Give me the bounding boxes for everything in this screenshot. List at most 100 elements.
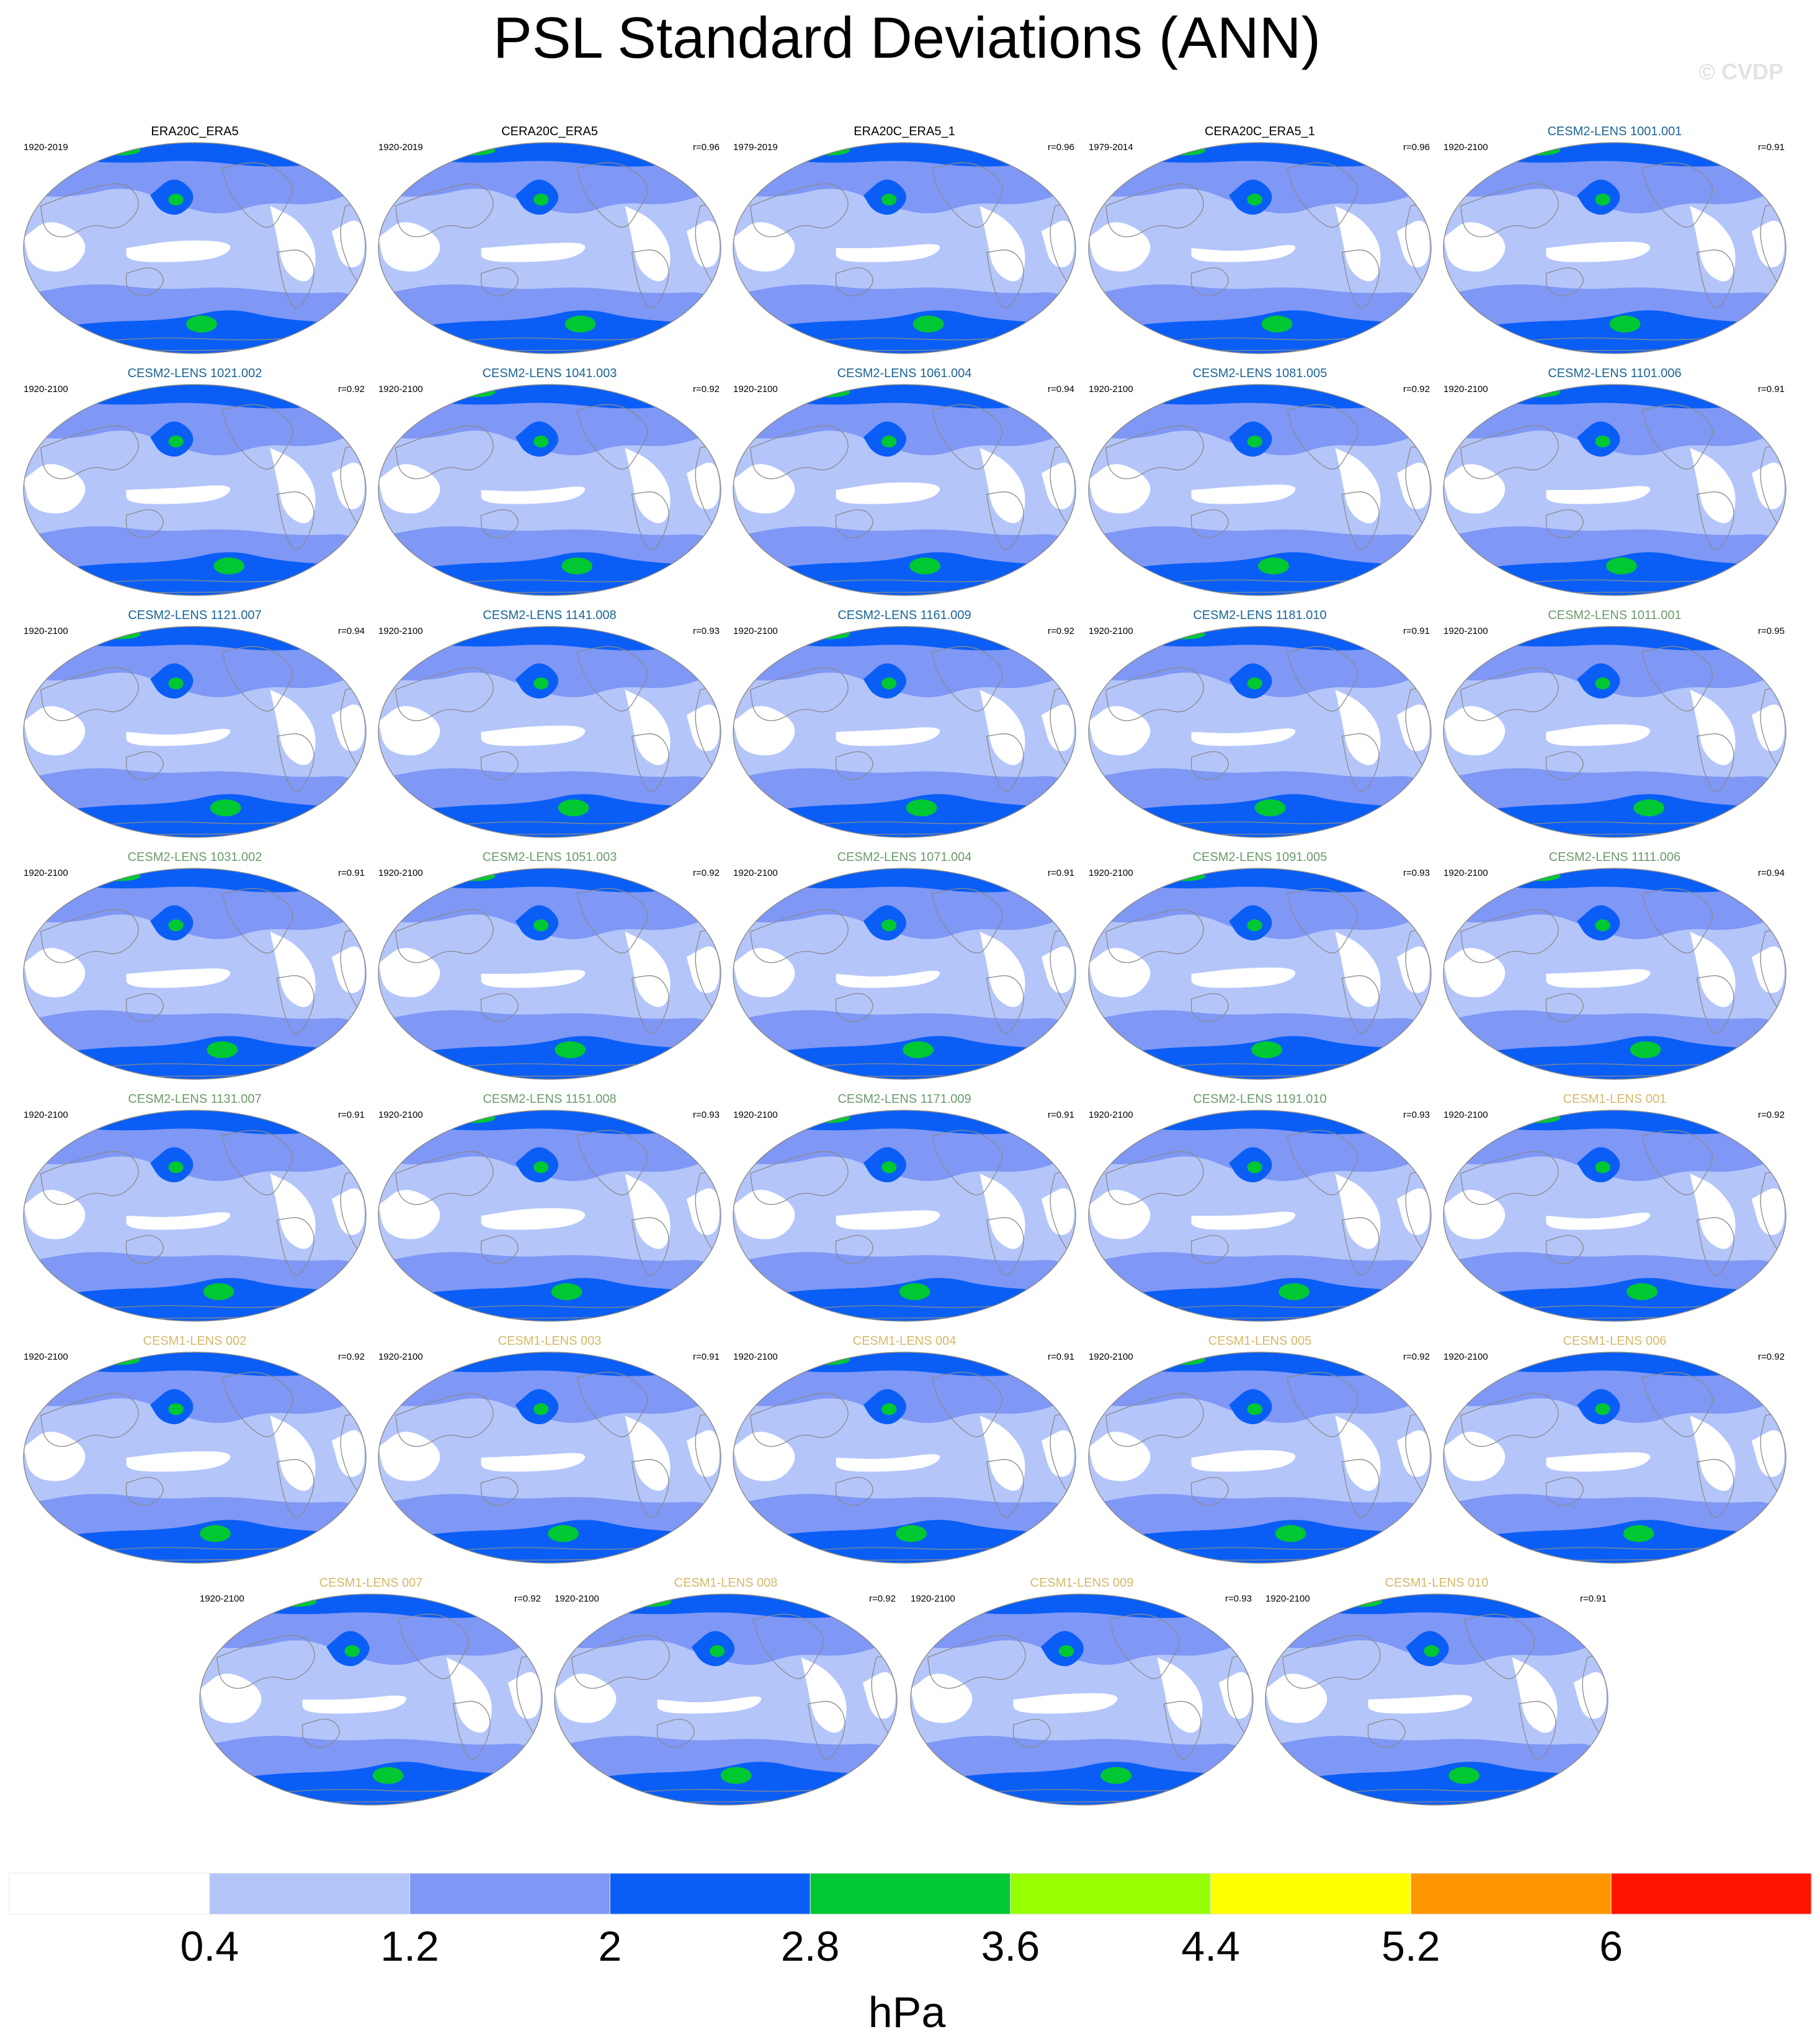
panel-period: 1920-2100 <box>1089 1352 1133 1362</box>
panel-title: CESM1-LENS 001 <box>1563 1092 1667 1106</box>
panel-title: CESM2-LENS 1131.007 <box>128 1092 261 1106</box>
map-panel: CESM2-LENS 1151.008 1920-2100 r=0.93 <box>378 1092 721 1322</box>
colorbar-tick-label: 2.8 <box>781 1923 840 1970</box>
map-panel: CESM2-LENS 1161.009 1920-2100 r=0.92 <box>733 608 1076 838</box>
panel-title: CESM2-LENS 1191.010 <box>1193 1092 1326 1106</box>
contour-field <box>1443 385 1786 595</box>
map-panel: CESM1-LENS 003 1920-2100 r=0.91 <box>378 1334 721 1564</box>
panel-period: 1920-2019 <box>378 142 423 153</box>
contour-field <box>733 626 1076 837</box>
panel-title: CESM2-LENS 1011.001 <box>1548 608 1681 622</box>
contour-field <box>1089 1352 1431 1563</box>
map-border <box>378 868 721 1080</box>
panel-correlation: r=0.91 <box>1048 868 1074 878</box>
contour-field <box>24 868 366 1079</box>
panel-correlation: r=0.93 <box>1403 868 1430 878</box>
panel-correlation: r=0.92 <box>338 384 365 394</box>
panel-period: 1920-2100 <box>200 1593 244 1604</box>
panel-title: CESM2-LENS 1021.002 <box>128 367 262 380</box>
panel-period: 1920-2100 <box>1443 1352 1488 1362</box>
map-panel: CESM1-LENS 009 1920-2100 r=0.93 <box>910 1576 1254 1806</box>
map-border <box>733 868 1076 1080</box>
contour-field <box>733 1110 1076 1321</box>
panel-correlation: r=0.92 <box>1758 1352 1785 1362</box>
panel-correlation: r=0.92 <box>1048 626 1074 636</box>
map-panel: CESM2-LENS 1181.010 1920-2100 r=0.91 <box>1088 608 1432 838</box>
panel-correlation: r=0.95 <box>1758 626 1785 636</box>
map-panel: CESM1-LENS 010 1920-2100 r=0.91 <box>1265 1576 1608 1806</box>
map-panel: CESM2-LENS 1081.005 1920-2100 r=0.92 <box>1088 367 1432 596</box>
map-panel: CESM2-LENS 1001.001 1920-2100 r=0.91 <box>1443 125 1787 354</box>
map-border <box>23 868 367 1080</box>
panel-title: CESM1-LENS 004 <box>853 1334 957 1348</box>
panel-title: CESM1-LENS 006 <box>1563 1334 1667 1348</box>
map-panel: ERA20C_ERA5 1920-2019 <box>23 125 367 354</box>
contour-field <box>1089 1110 1431 1321</box>
map-border <box>1265 1593 1608 1806</box>
contour-field <box>378 385 721 595</box>
panel-period: 1920-2100 <box>1443 384 1488 394</box>
panel-correlation: r=0.93 <box>1225 1593 1252 1604</box>
panel-title: CESM2-LENS 1041.003 <box>483 367 617 380</box>
contour-field <box>200 1594 542 1805</box>
map-border <box>378 1352 721 1564</box>
panel-correlation: r=0.92 <box>514 1593 541 1604</box>
watermark: © CVDP <box>1698 59 1783 84</box>
panel-period: 1920-2100 <box>378 1352 423 1362</box>
map-panel: CESM1-LENS 001 1920-2100 r=0.92 <box>1443 1092 1787 1322</box>
contour-field <box>24 143 366 354</box>
map-border <box>23 142 367 354</box>
panel-title: ERA20C_ERA5_1 <box>854 125 955 138</box>
panel-correlation: r=0.91 <box>1048 1352 1074 1362</box>
panel-period: 1920-2100 <box>911 1593 955 1604</box>
panel-title: CESM2-LENS 1071.004 <box>837 850 972 864</box>
map-border <box>1088 1110 1432 1322</box>
panel-period: 1920-2100 <box>733 868 778 878</box>
panel-correlation: r=0.92 <box>338 1352 365 1362</box>
contour-field <box>555 1594 897 1805</box>
panel-period: 1920-2100 <box>1089 1110 1133 1120</box>
panel-title: CESM1-LENS 002 <box>143 1334 247 1348</box>
panel-period: 1920-2100 <box>24 1110 68 1120</box>
panel-period: 1920-2100 <box>24 868 68 878</box>
panel-title: CERA20C_ERA5_1 <box>1205 125 1315 138</box>
colorbar-swatch <box>1410 1873 1612 1915</box>
map-border <box>23 1352 367 1564</box>
contour-field <box>378 868 721 1079</box>
colorbar-swatch <box>609 1873 811 1915</box>
colorbar-swatch <box>209 1873 411 1915</box>
contour-field <box>24 1352 366 1563</box>
map-panel: CESM1-LENS 006 1920-2100 r=0.92 <box>1443 1334 1787 1564</box>
panel-title: CESM2-LENS 1121.007 <box>128 608 261 622</box>
colorbar-swatch <box>810 1873 1011 1915</box>
contour-field <box>378 1352 721 1563</box>
panel-title: ERA20C_ERA5 <box>151 125 238 138</box>
map-border <box>1088 868 1432 1080</box>
panel-correlation: r=0.91 <box>1403 626 1430 636</box>
panel-period: 1920-2100 <box>733 626 778 636</box>
contour-field <box>1089 868 1431 1079</box>
panel-title: CESM2-LENS 1031.002 <box>128 850 262 864</box>
panel-correlation: r=0.91 <box>1048 1110 1074 1120</box>
map-panel: CERA20C_ERA5_1 1979-2014 r=0.96 <box>1088 125 1432 354</box>
panel-correlation: r=0.92 <box>693 868 720 878</box>
contour-field <box>1443 626 1786 837</box>
panel-title: CESM2-LENS 1151.008 <box>483 1092 616 1106</box>
panel-period: 1920-2100 <box>1443 626 1488 636</box>
panel-correlation: r=0.91 <box>1758 142 1785 153</box>
map-border <box>23 384 367 596</box>
map-border <box>23 626 367 838</box>
contour-field <box>733 1352 1076 1563</box>
panel-title: CESM2-LENS 1101.006 <box>1548 367 1681 380</box>
contour-field <box>1089 385 1431 595</box>
panel-correlation: r=0.92 <box>1758 1110 1785 1120</box>
colorbar-swatch <box>409 1873 610 1915</box>
contour-field <box>1265 1594 1608 1805</box>
panel-correlation: r=0.96 <box>1403 142 1430 153</box>
contour-field <box>378 143 721 354</box>
panel-period: 1920-2100 <box>733 1110 778 1120</box>
panel-correlation: r=0.91 <box>693 1352 720 1362</box>
colorbar-swatch <box>1210 1873 1411 1915</box>
map-panel: CESM2-LENS 1121.007 1920-2100 r=0.94 <box>23 608 367 838</box>
panel-period: 1920-2100 <box>733 384 778 394</box>
